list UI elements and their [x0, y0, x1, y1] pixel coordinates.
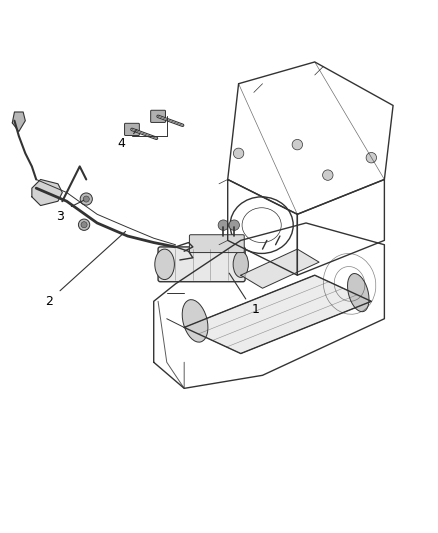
Circle shape [80, 193, 92, 205]
Text: 1: 1 [252, 303, 260, 317]
Polygon shape [32, 180, 62, 206]
Polygon shape [184, 275, 371, 353]
Circle shape [83, 196, 89, 202]
Polygon shape [241, 249, 319, 288]
Text: 2: 2 [45, 295, 53, 308]
FancyBboxPatch shape [189, 235, 244, 253]
FancyBboxPatch shape [151, 110, 166, 123]
Circle shape [322, 170, 333, 180]
Ellipse shape [182, 300, 208, 342]
FancyBboxPatch shape [158, 247, 245, 282]
Circle shape [229, 220, 240, 230]
Text: 4: 4 [117, 137, 125, 150]
Ellipse shape [347, 273, 369, 312]
Circle shape [78, 219, 90, 230]
Circle shape [81, 222, 87, 228]
Circle shape [218, 220, 229, 230]
Circle shape [233, 148, 244, 158]
Circle shape [366, 152, 377, 163]
Text: 3: 3 [56, 210, 64, 223]
Ellipse shape [233, 251, 248, 277]
Circle shape [292, 140, 303, 150]
FancyBboxPatch shape [124, 123, 139, 135]
Polygon shape [12, 112, 25, 132]
Ellipse shape [155, 249, 174, 279]
